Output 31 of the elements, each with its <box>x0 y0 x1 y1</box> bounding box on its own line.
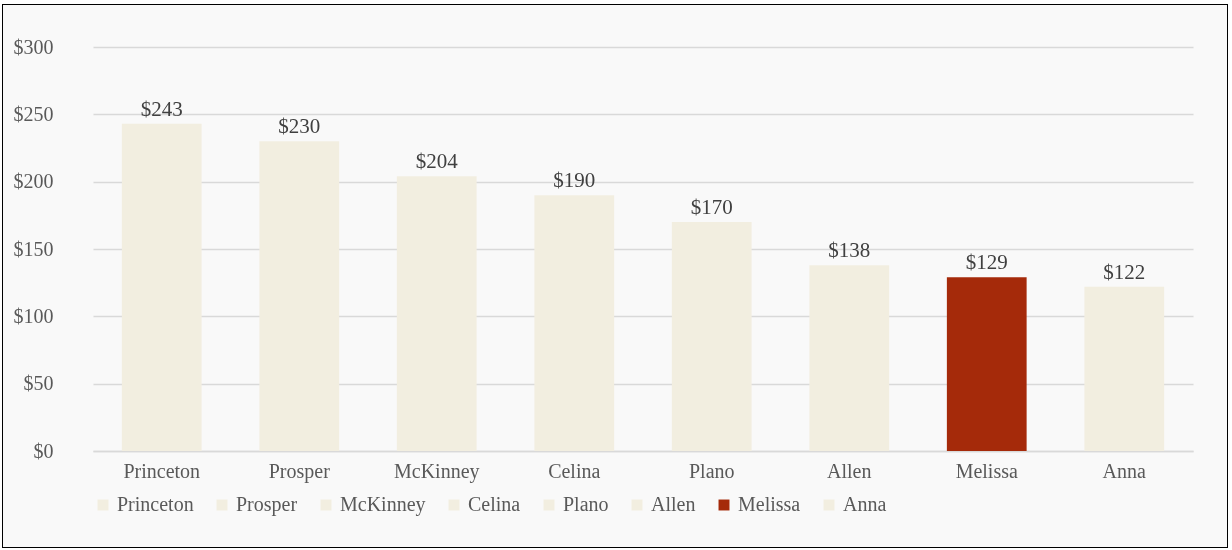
y-tick-label: $150 <box>13 237 54 260</box>
data-label: $122 <box>1103 259 1146 284</box>
legend-label: Melissa <box>738 493 801 515</box>
legend-label: Anna <box>843 493 887 515</box>
data-label: $243 <box>140 96 183 121</box>
y-tick-label: $250 <box>13 102 54 125</box>
x-tick-label: Princeton <box>123 459 201 482</box>
legend-label: Prosper <box>236 493 298 516</box>
y-tick-label: $200 <box>13 170 54 193</box>
data-label: $190 <box>553 168 596 193</box>
legend-label: Allen <box>651 493 696 515</box>
legend-label: Plano <box>563 493 609 515</box>
data-label: $170 <box>690 195 733 220</box>
y-tick-label: $100 <box>13 304 54 327</box>
y-tick-label: $0 <box>33 439 54 462</box>
x-tick-label: McKinney <box>393 459 480 483</box>
y-tick-label: $300 <box>13 35 54 58</box>
data-label: $230 <box>278 114 321 139</box>
x-tick-label: Prosper <box>268 459 331 483</box>
y-tick-label: $50 <box>23 372 54 395</box>
data-label: $138 <box>828 238 871 263</box>
x-tick-label: Melissa <box>955 459 1018 482</box>
x-tick-label: Celina <box>548 459 601 482</box>
x-tick-label: Allen <box>827 459 872 482</box>
data-label: $129 <box>965 250 1008 275</box>
data-label: $204 <box>415 149 459 174</box>
legend-label: McKinney <box>340 493 426 516</box>
legend-label: Celina <box>468 493 521 515</box>
x-tick-label: Plano <box>688 459 735 482</box>
x-tick-label: Anna <box>1102 459 1147 482</box>
legend-label: Princeton <box>117 493 194 515</box>
